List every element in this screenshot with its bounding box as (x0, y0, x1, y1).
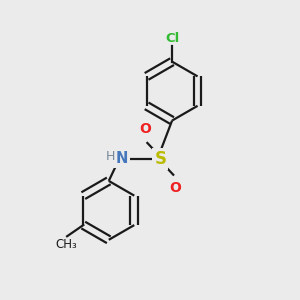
Text: O: O (139, 122, 151, 136)
Text: S: S (154, 150, 166, 168)
Text: H: H (106, 150, 115, 163)
Text: CH₃: CH₃ (55, 238, 77, 251)
Text: Cl: Cl (165, 32, 179, 45)
Text: N: N (115, 151, 128, 166)
Text: O: O (170, 181, 182, 195)
